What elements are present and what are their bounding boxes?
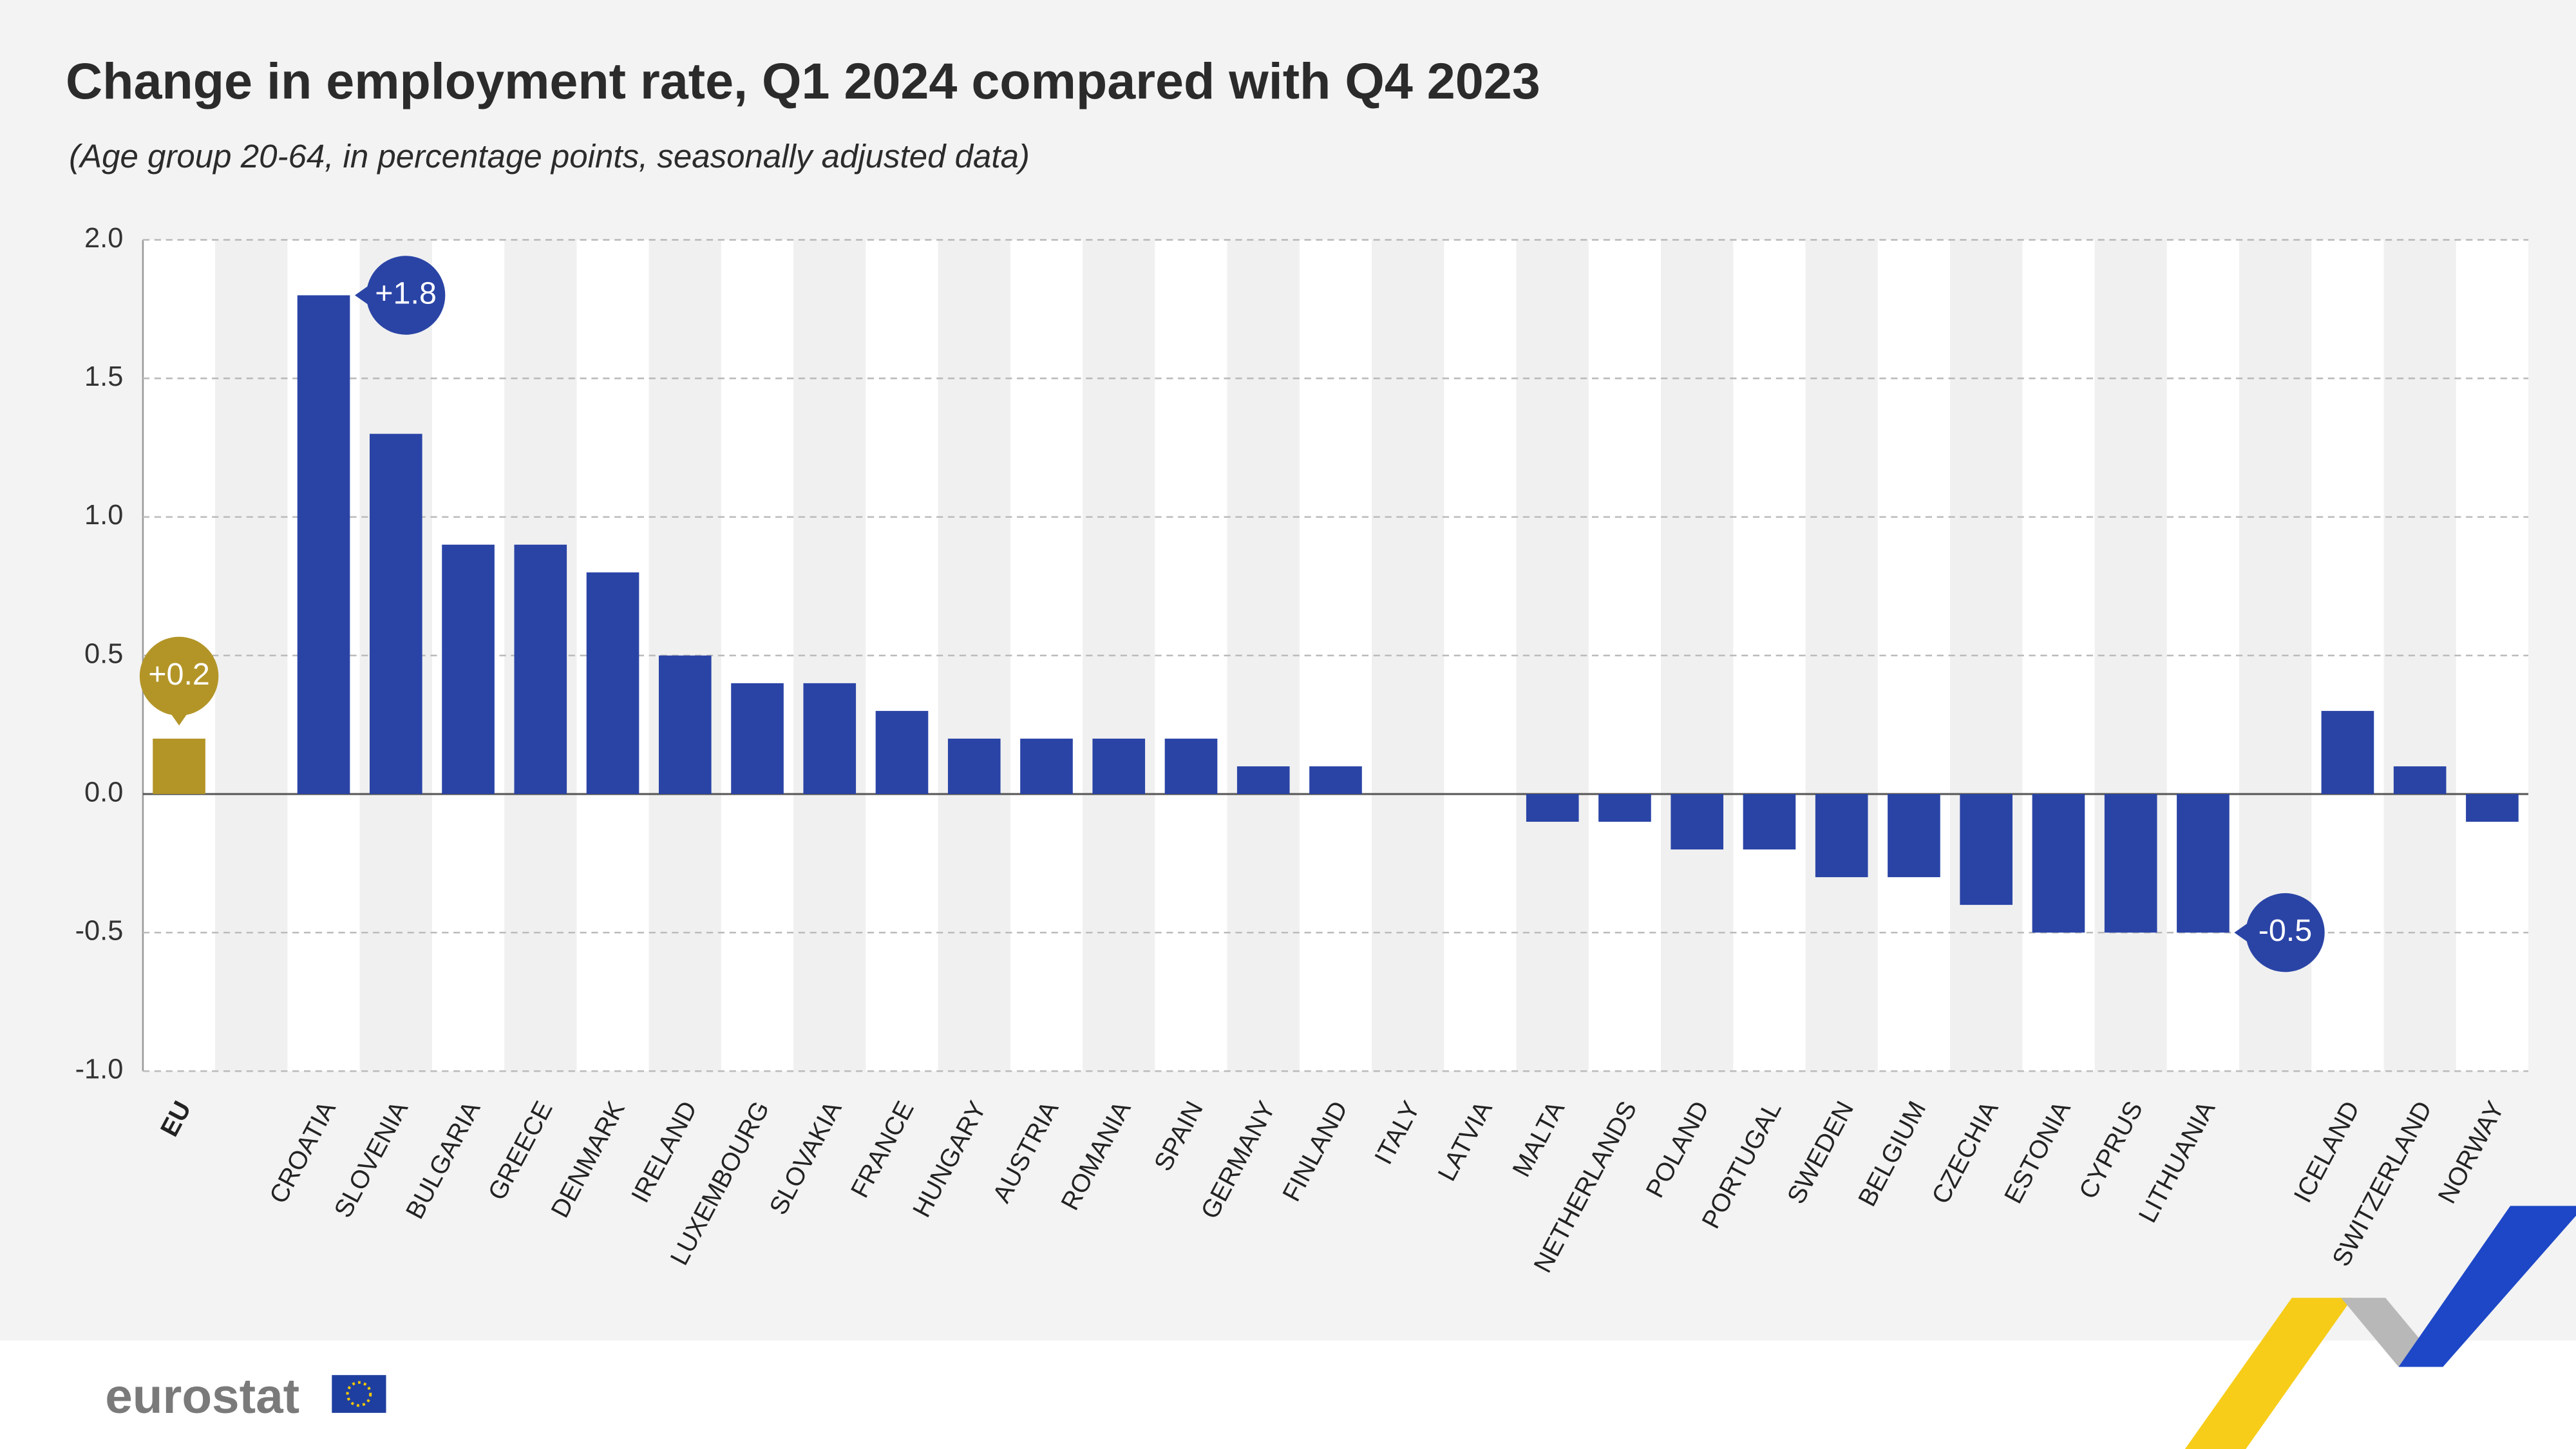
- bar: [297, 295, 350, 794]
- y-tick-label: 1.0: [84, 500, 123, 531]
- column-stripe: [1805, 240, 1878, 1072]
- y-tick-label: 0.0: [84, 777, 123, 808]
- bar: [1743, 793, 1796, 850]
- bar: [1815, 793, 1868, 878]
- bar: [514, 544, 567, 794]
- bar: [1092, 738, 1146, 794]
- bar: [1309, 766, 1362, 794]
- bar: [1526, 793, 1579, 822]
- value-label: -0.5: [2259, 913, 2313, 948]
- bar: [442, 544, 495, 794]
- column-stripe: [1299, 240, 1372, 1072]
- bar: [803, 683, 857, 794]
- y-tick-label: 2.0: [84, 223, 123, 254]
- label-bubble: [2246, 893, 2325, 972]
- bar: [1888, 793, 1940, 878]
- value-label: +0.2: [148, 657, 210, 692]
- bar: [1164, 738, 1218, 794]
- y-tick-label: -1.0: [75, 1054, 124, 1085]
- bar: [2104, 793, 2157, 933]
- bar: [731, 683, 784, 794]
- eu-flag: [332, 1375, 386, 1413]
- chart-title: Change in employment rate, Q1 2024 compa…: [66, 52, 1540, 109]
- y-tick-label: 1.5: [84, 361, 123, 392]
- chart-subtitle: (Age group 20-64, in percentage points, …: [69, 138, 1030, 175]
- logo-text: eurostat: [105, 1369, 299, 1424]
- column-stripe: [1588, 240, 1662, 1072]
- bar: [1236, 766, 1290, 794]
- bar: [1598, 793, 1651, 822]
- bar: [586, 572, 639, 794]
- label-bubble: [139, 636, 219, 716]
- bar: [1020, 738, 1073, 794]
- bar: [2177, 793, 2230, 933]
- label-bubble: [366, 256, 446, 335]
- bar: [153, 738, 205, 794]
- bar: [2393, 766, 2447, 794]
- column-stripe: [1083, 240, 1155, 1072]
- column-stripe: [793, 240, 866, 1072]
- bar: [947, 738, 1001, 794]
- value-label: +1.8: [375, 276, 437, 310]
- y-tick-label: 0.5: [84, 638, 123, 669]
- bar: [658, 655, 712, 794]
- bar: [1960, 793, 2012, 905]
- y-tick-label: -0.5: [75, 916, 124, 947]
- bar: [369, 433, 422, 794]
- bar: [1671, 793, 1724, 850]
- bar: [875, 710, 929, 794]
- bar: [2321, 710, 2374, 794]
- decoration: [2184, 1206, 2576, 1449]
- bar: [2466, 793, 2519, 822]
- bar: [2032, 793, 2085, 933]
